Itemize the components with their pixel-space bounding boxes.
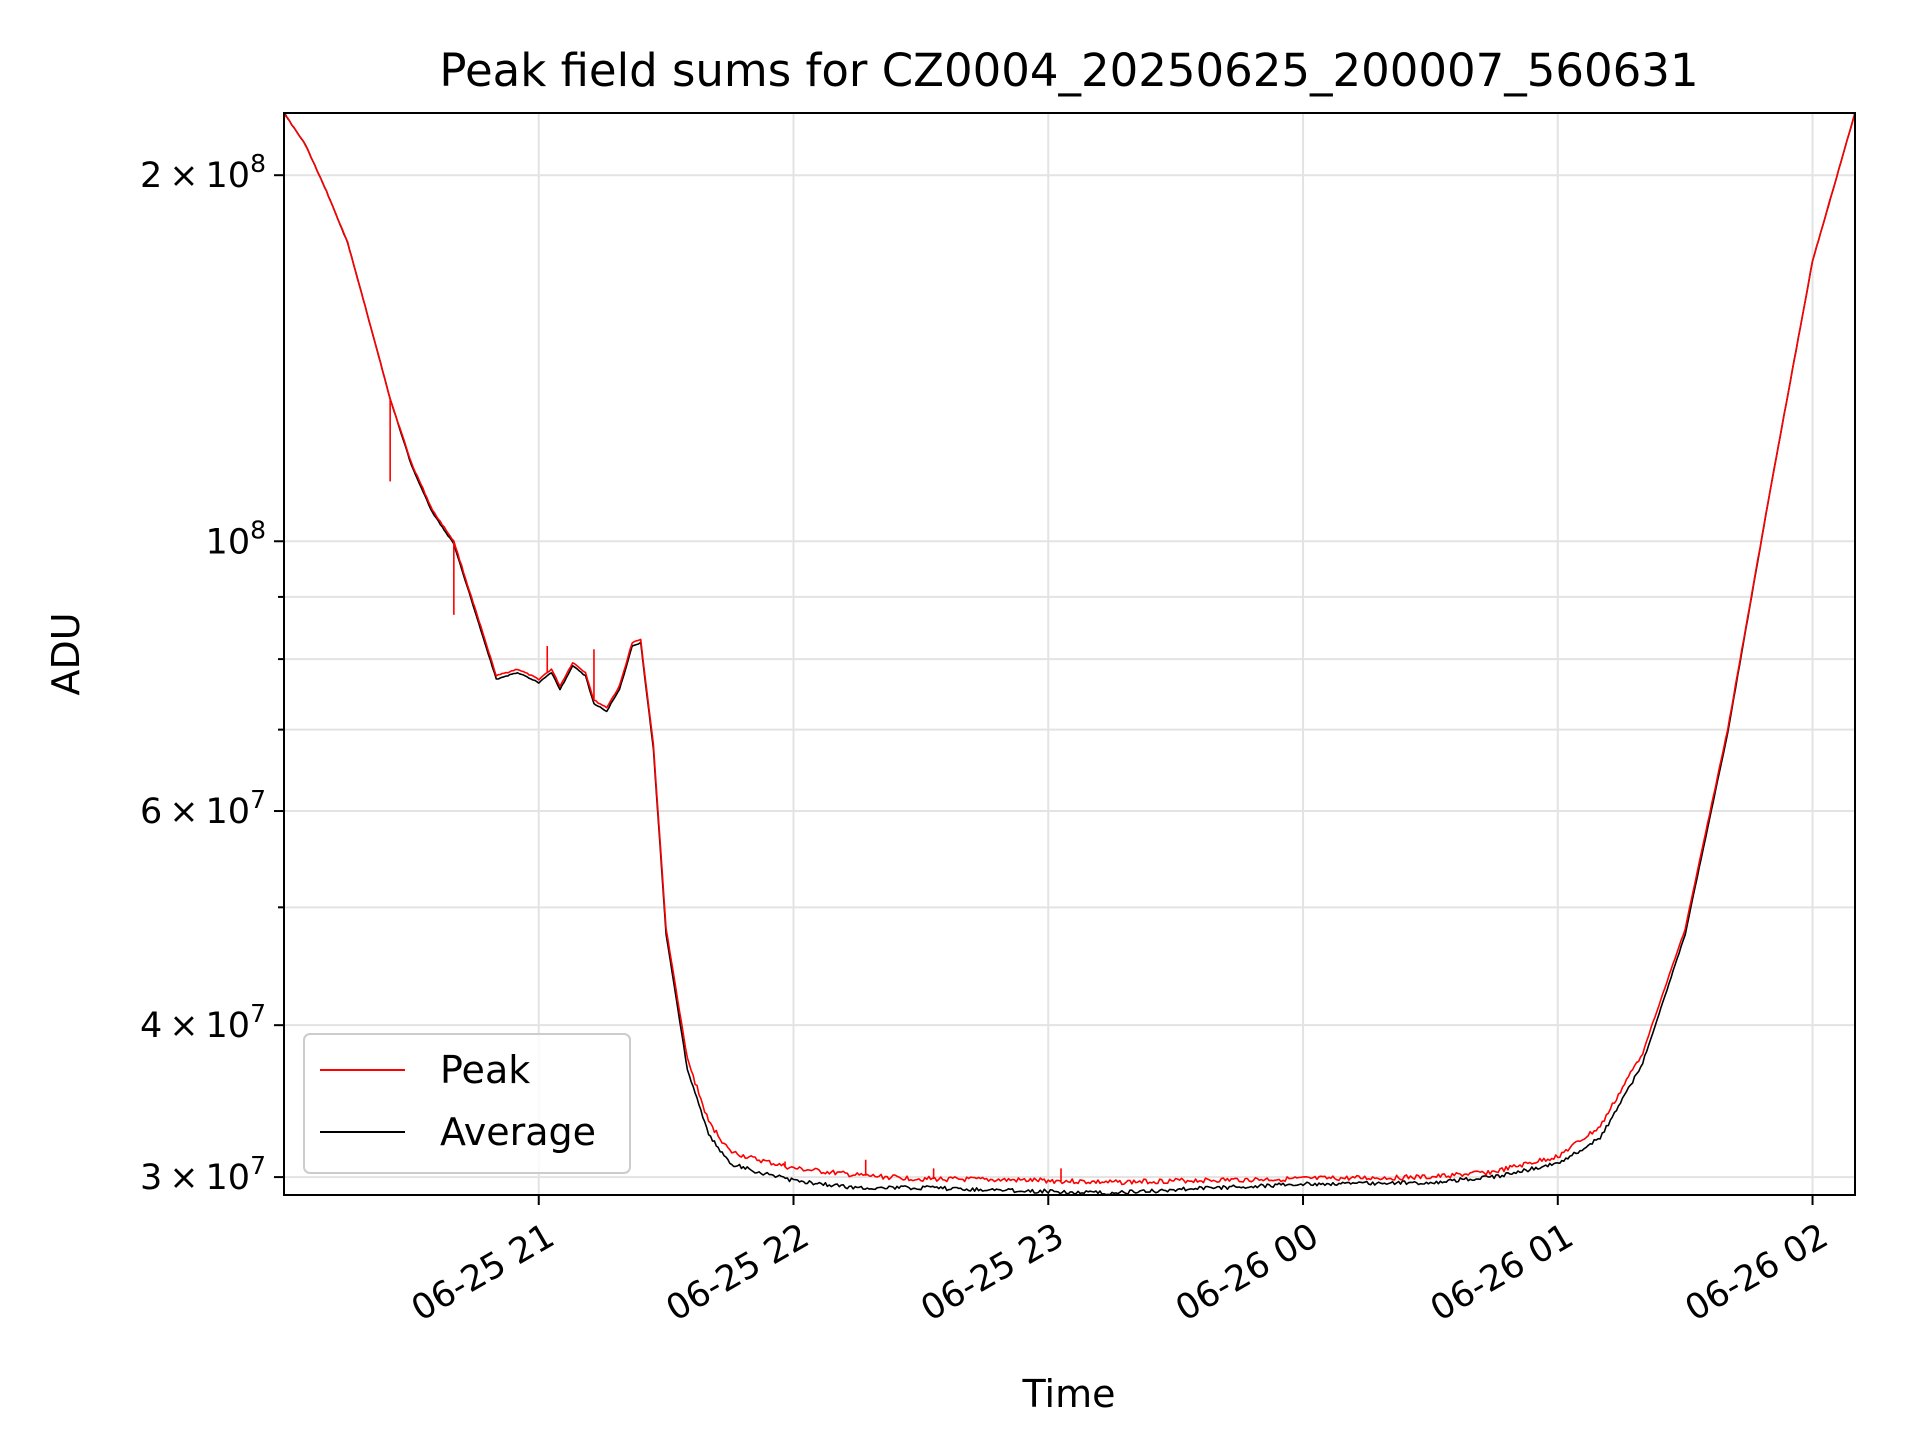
y-tick-label: 108: [206, 515, 266, 562]
x-axis-label: Time: [1022, 1372, 1116, 1416]
grid: [284, 113, 1855, 1195]
y-tick-label: 2 × 108: [140, 149, 266, 196]
legend: Peak Average: [303, 1033, 631, 1174]
chart-title: Peak field sums for CZ0004_20250625_2000…: [439, 44, 1698, 97]
series-layer: [284, 113, 1855, 1195]
legend-label-peak: Peak: [440, 1048, 530, 1092]
y-axis-label: ADU: [44, 612, 88, 695]
series-line-average: [284, 113, 1855, 1195]
y-tick-label: 4 × 107: [140, 999, 266, 1046]
legend-label-average: Average: [440, 1110, 596, 1154]
series-line-peak: [284, 113, 1855, 1186]
legend-box: [303, 1033, 631, 1174]
plot-frame: [283, 112, 1856, 1196]
y-tick-label: 6 × 107: [140, 785, 266, 832]
y-tick-label: 3 × 107: [140, 1151, 266, 1198]
